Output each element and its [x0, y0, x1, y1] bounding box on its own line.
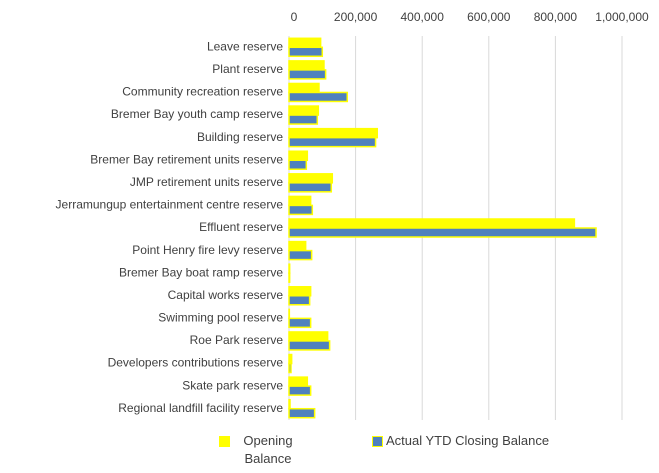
y-tick-label: Plant reserve [212, 62, 283, 76]
y-tick-label: Capital works reserve [168, 288, 284, 302]
bar [288, 127, 378, 139]
y-tick-label: Skate park reserve [182, 378, 283, 392]
bar [288, 195, 312, 207]
y-tick-label: Bremer Bay boat ramp reserve [119, 265, 283, 279]
y-tick-label: Building reserve [197, 130, 283, 144]
x-tick-label: 800,000 [534, 10, 578, 24]
bar [288, 398, 291, 410]
y-tick-label: JMP retirement units reserve [130, 175, 283, 189]
x-tick-label: 200,000 [334, 10, 378, 24]
y-tick-label: Jerramungup entertainment centre reserve [56, 198, 284, 212]
bar [288, 249, 313, 261]
bar [288, 263, 291, 274]
bar [288, 159, 308, 170]
bar [288, 37, 322, 49]
x-tick-label: 400,000 [401, 10, 445, 24]
y-tick-label: Roe Park reserve [190, 333, 284, 347]
bar [288, 227, 597, 238]
bar [288, 60, 325, 71]
y-tick-label: Regional landfill facility reserve [118, 401, 283, 415]
bar [288, 295, 311, 306]
y-tick-label: Bremer Bay retirement units reserve [90, 152, 283, 166]
y-tick-label: Point Henry fire levy reserve [132, 243, 283, 257]
y-tick-label: Effluent reserve [199, 220, 283, 234]
bar [288, 385, 312, 396]
bar [288, 150, 309, 161]
bar [288, 182, 333, 193]
y-tick-label: Bremer Bay youth camp reserve [111, 107, 283, 121]
bar [288, 91, 349, 103]
bar [288, 362, 292, 374]
y-tick-label: Developers contributions reserve [108, 356, 284, 370]
legend-item: Actual YTD Closing Balance [372, 432, 646, 450]
bar [288, 353, 293, 365]
bar [288, 376, 309, 387]
bar [288, 114, 319, 125]
legend-label: Actual YTD Closing Balance [386, 433, 550, 448]
legend-item: Opening Balance [219, 432, 303, 468]
bar [288, 82, 320, 94]
y-tick-label: Community recreation reserve [122, 85, 283, 99]
bar [288, 69, 327, 80]
bar [288, 317, 312, 329]
y-tick-label: Leave reserve [207, 39, 283, 53]
bar [288, 136, 377, 148]
bar [288, 331, 329, 342]
legend-label: Opening Balance [243, 433, 293, 466]
bar [288, 340, 331, 351]
bar [288, 407, 316, 419]
legend-swatch [372, 436, 383, 447]
bar [288, 272, 291, 283]
legend-swatch [219, 436, 230, 447]
x-tick-label: 1,000,000 [595, 10, 649, 24]
bar [288, 105, 320, 116]
bar [288, 46, 324, 58]
bar [288, 218, 576, 229]
x-tick-label: 600,000 [467, 10, 511, 24]
bar [288, 286, 312, 297]
bar [288, 204, 314, 216]
bar [288, 173, 334, 184]
chart: 0 200,000 400,000 600,000 800,000 1,000,000 Le… [56, 10, 649, 420]
bar [288, 240, 307, 252]
x-tick-label: 0 [291, 10, 298, 24]
y-tick-label: Swimming pool reserve [158, 311, 283, 325]
